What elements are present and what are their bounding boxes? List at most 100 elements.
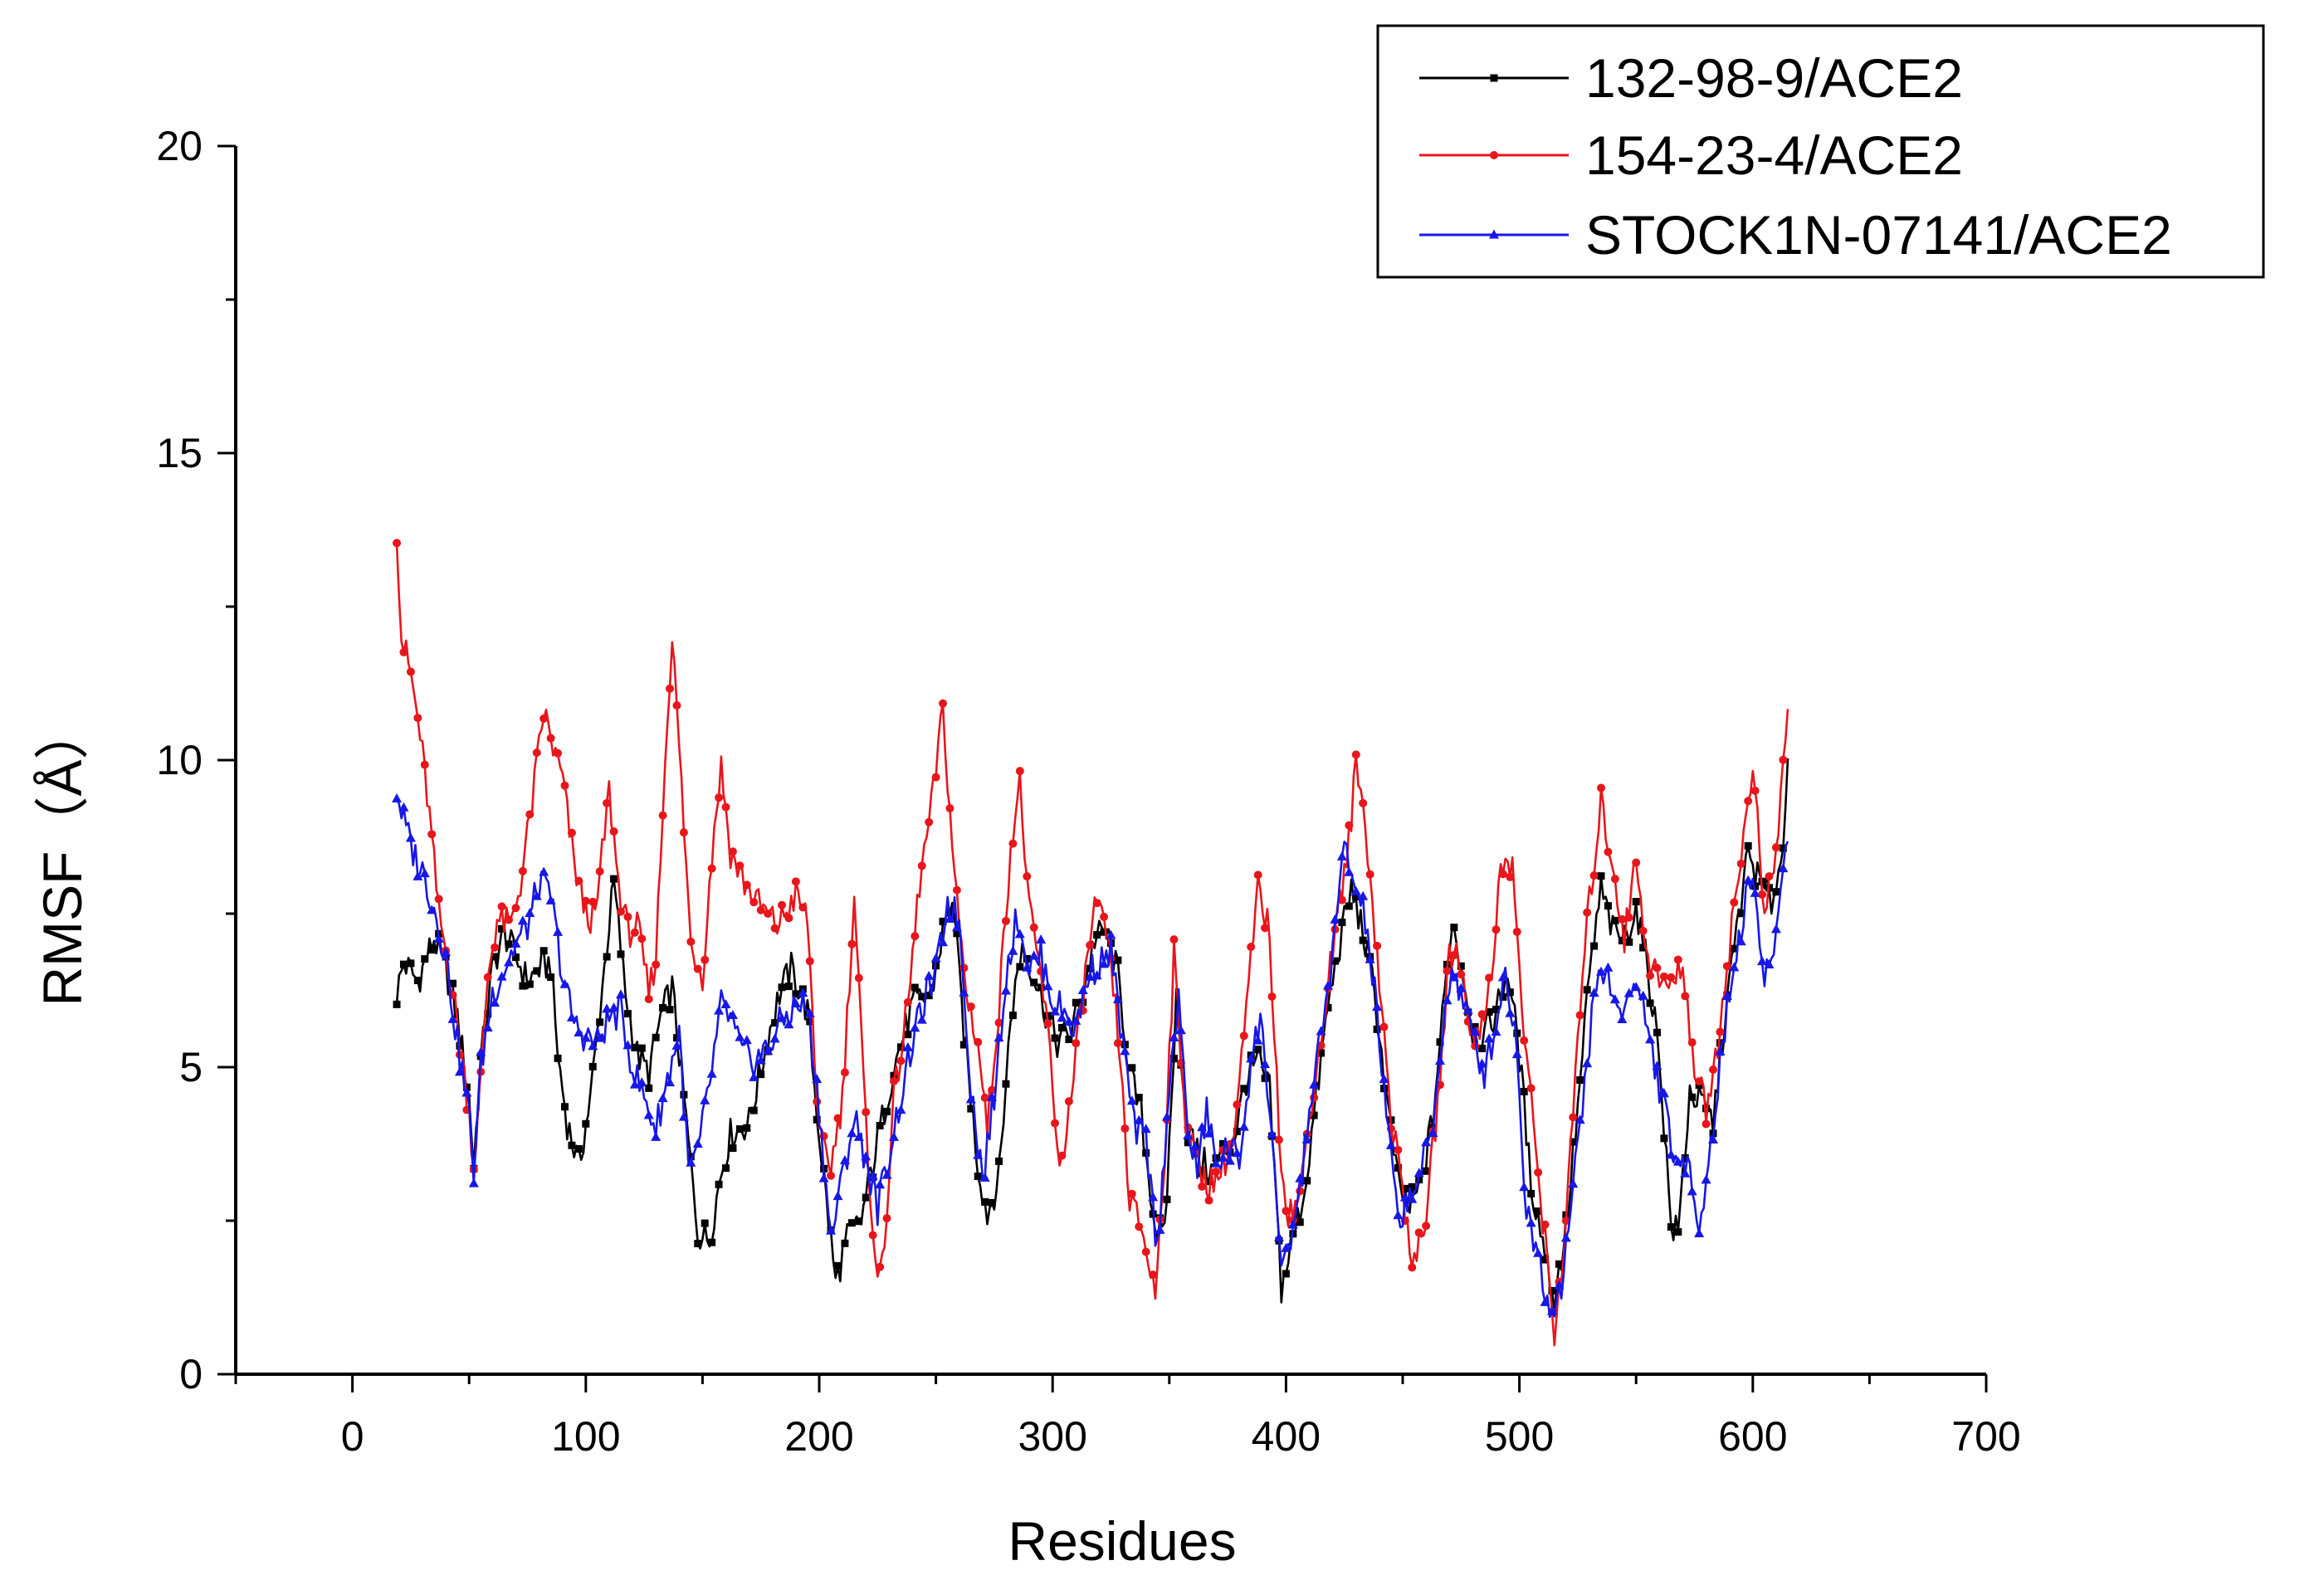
data-point <box>917 861 926 870</box>
x-tick-label: 100 <box>551 1413 620 1460</box>
data-point <box>1120 1124 1130 1133</box>
data-point <box>1252 1035 1263 1045</box>
data-point <box>1028 950 1039 960</box>
data-point <box>1120 1046 1130 1056</box>
data-point <box>1625 938 1633 946</box>
data-point <box>1422 1167 1430 1175</box>
data-point <box>1722 962 1731 971</box>
data-point <box>966 1002 975 1011</box>
data-point <box>853 1131 864 1141</box>
data-point <box>952 885 961 895</box>
data-point <box>798 903 808 912</box>
data-point <box>1422 1222 1431 1231</box>
data-point <box>1197 1122 1208 1132</box>
data-point <box>883 1107 891 1115</box>
data-point <box>1065 1036 1073 1044</box>
data-point <box>539 866 549 876</box>
data-point <box>769 1033 780 1043</box>
series-154-23-4 <box>393 539 1789 1347</box>
data-point <box>840 1068 849 1077</box>
data-point <box>720 999 731 1009</box>
data-point <box>596 1018 604 1027</box>
data-point <box>603 953 611 961</box>
data-point <box>1148 1192 1159 1202</box>
data-point <box>889 1076 898 1085</box>
data-point <box>1408 1183 1416 1191</box>
data-point <box>554 1054 562 1062</box>
data-point <box>525 980 534 988</box>
data-point <box>1688 1093 1697 1101</box>
data-point <box>1399 1192 1410 1202</box>
data-point <box>841 1239 849 1247</box>
data-point <box>643 1109 654 1119</box>
data-point <box>896 1056 906 1066</box>
data-point <box>959 963 969 973</box>
data-point <box>707 864 716 873</box>
x-tick-label: 0 <box>341 1413 364 1460</box>
data-point <box>1000 985 1011 995</box>
data-point <box>1142 1148 1150 1157</box>
data-point <box>498 924 506 933</box>
data-point <box>392 793 403 803</box>
y-tick-label: 0 <box>179 1351 203 1397</box>
data-point <box>805 957 814 966</box>
data-point <box>749 1106 758 1114</box>
data-point <box>1336 851 1347 861</box>
data-point <box>582 1119 590 1128</box>
data-point <box>651 1131 662 1141</box>
data-point <box>1589 871 1599 880</box>
data-point <box>1282 1207 1291 1216</box>
data-point <box>1365 870 1374 879</box>
data-point <box>1695 1077 1704 1086</box>
data-point <box>1575 1011 1584 1020</box>
data-point <box>1457 970 1466 979</box>
data-point <box>560 1103 569 1111</box>
data-point <box>1520 1087 1528 1095</box>
data-point <box>1212 1167 1221 1176</box>
data-point <box>630 928 639 937</box>
data-point <box>678 1111 689 1121</box>
data-point <box>1037 983 1045 992</box>
data-point <box>755 1055 766 1065</box>
data-point <box>1204 1196 1213 1205</box>
data-point <box>554 749 563 758</box>
data-point <box>1260 1058 1271 1068</box>
data-point <box>1527 1189 1536 1197</box>
data-point <box>945 913 955 923</box>
data-point <box>1394 1163 1402 1172</box>
data-point <box>1163 1195 1171 1203</box>
data-point <box>1359 936 1367 944</box>
data-point <box>1590 942 1599 950</box>
data-point <box>1261 924 1270 933</box>
data-point <box>1575 1114 1585 1124</box>
data-point <box>1506 872 1515 881</box>
data-point <box>981 1197 989 1206</box>
data-point <box>1526 1217 1536 1227</box>
x-axis-title: Residues <box>1008 1510 1236 1572</box>
data-point <box>594 1032 605 1042</box>
data-point <box>1057 1151 1067 1160</box>
data-point <box>1351 750 1360 759</box>
data-point <box>1618 914 1627 924</box>
data-point <box>603 798 612 807</box>
data-point <box>419 868 430 878</box>
data-point <box>574 1027 584 1036</box>
data-point <box>1632 858 1641 867</box>
data-point <box>1541 1256 1550 1264</box>
data-point <box>1623 988 1634 997</box>
data-point <box>1401 1184 1409 1192</box>
data-point <box>1239 1031 1248 1041</box>
data-point <box>1113 1039 1122 1048</box>
data-point <box>1365 953 1375 963</box>
data-point <box>1359 798 1368 807</box>
data-point <box>511 953 520 962</box>
data-point <box>1324 1003 1332 1012</box>
data-point <box>1317 1049 1326 1057</box>
data-point <box>1498 870 1507 879</box>
data-point <box>1316 1041 1326 1050</box>
data-point <box>644 994 653 1003</box>
data-point <box>608 1002 619 1012</box>
data-point <box>1428 1127 1438 1137</box>
data-point <box>588 1062 597 1070</box>
data-point <box>749 898 759 907</box>
